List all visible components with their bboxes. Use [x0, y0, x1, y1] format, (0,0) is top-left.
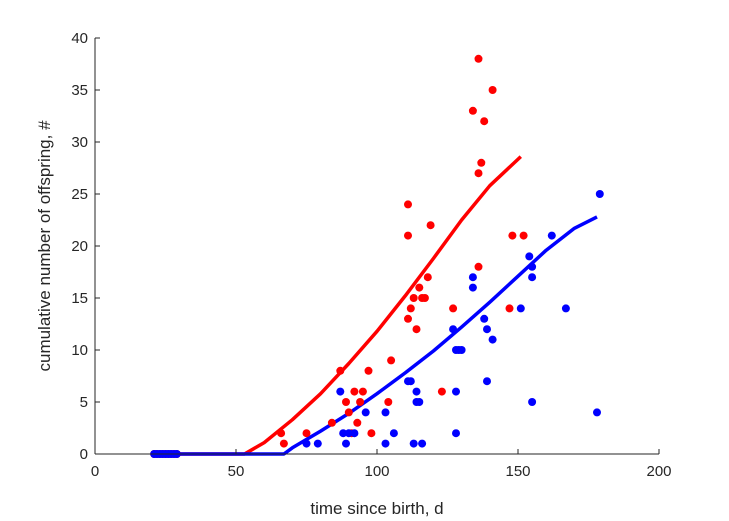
data-point-2: [528, 398, 537, 406]
data-point-1: [420, 294, 429, 302]
data-point-2: [452, 387, 460, 396]
y-tick-label: 20: [71, 238, 88, 255]
data-point-2: [547, 231, 556, 240]
data-point-1: [415, 283, 424, 292]
data-point-2: [389, 429, 398, 438]
data-point-1: [412, 325, 421, 334]
plot-area: [150, 54, 604, 458]
data-point-1: [474, 169, 483, 178]
y-tick-label: 25: [71, 186, 88, 203]
data-point-2: [528, 262, 537, 271]
x-tick-label: 100: [364, 463, 389, 480]
axes: 0 50 100 150 200 0 5 10 15 20 25 30 35 40: [71, 30, 671, 480]
data-point-1: [426, 221, 435, 230]
data-point-2: [412, 387, 421, 396]
data-point-2: [452, 429, 460, 438]
data-point-2: [483, 377, 491, 386]
x-tick-label: 50: [228, 463, 245, 480]
data-point-2: [350, 429, 359, 438]
data-point-2: [313, 439, 322, 448]
y-tick-label: 15: [71, 290, 88, 307]
data-point-2: [525, 252, 534, 261]
data-point-1: [409, 294, 418, 302]
data-point-1: [437, 387, 446, 396]
data-point-2: [415, 398, 424, 406]
data-point-2: [516, 304, 525, 313]
data-point-2: [381, 439, 390, 448]
data-point-1: [279, 439, 288, 448]
data-point-2: [409, 439, 418, 448]
data-point-1: [449, 304, 458, 313]
data-point-2: [561, 304, 570, 313]
y-axis-label: cumulative number of offspring, #: [35, 120, 54, 372]
data-point-2: [342, 439, 350, 448]
data-point-1: [474, 54, 483, 63]
data-point-1: [353, 418, 362, 427]
data-point-1: [358, 387, 367, 396]
y-ticks: 0 5 10 15 20 25 30 35 40: [71, 30, 100, 463]
data-point-1: [505, 304, 514, 313]
data-point-1: [364, 366, 373, 375]
data-point-2: [418, 439, 427, 448]
data-point-1: [404, 231, 412, 240]
data-point-2: [302, 439, 311, 448]
data-point-2: [406, 377, 415, 386]
fit-line-1: [151, 155, 522, 456]
data-point-1: [488, 86, 497, 94]
x-tick-label: 150: [505, 463, 530, 480]
data-point-1: [302, 429, 311, 438]
data-point-2: [381, 408, 390, 417]
x-ticks: 0 50 100 150 200: [91, 449, 672, 480]
data-point-2: [483, 325, 491, 334]
data-point-2: [595, 190, 604, 198]
x-tick-label: 0: [91, 463, 99, 480]
data-point-2: [468, 273, 477, 282]
data-point-1: [277, 429, 286, 438]
data-point-1: [404, 314, 412, 323]
data-point-1: [367, 429, 376, 438]
x-tick-label: 200: [646, 463, 671, 480]
data-point-1: [327, 418, 336, 427]
data-point-2: [468, 283, 477, 292]
data-point-2: [488, 335, 497, 344]
data-point-2: [593, 408, 601, 417]
y-tick-label: 40: [71, 30, 88, 47]
data-point-1: [342, 398, 350, 406]
data-point-1: [387, 356, 396, 365]
data-point-2: [480, 314, 489, 323]
data-point-1: [356, 398, 365, 406]
data-point-2: [336, 387, 345, 396]
data-point-1: [384, 398, 393, 406]
data-point-2: [449, 325, 458, 334]
data-point-1: [474, 262, 483, 271]
data-point-1: [406, 304, 415, 313]
data-point-1: [344, 408, 353, 417]
data-point-1: [477, 158, 486, 167]
data-point-1: [423, 273, 432, 282]
data-point-1: [480, 117, 489, 126]
data-point-2: [339, 429, 348, 438]
data-point-1: [350, 387, 359, 396]
data-point-2: [457, 346, 466, 354]
data-point-1: [519, 231, 528, 240]
data-point-2: [344, 429, 353, 438]
data-point-1: [468, 106, 477, 115]
data-point-2: [361, 408, 370, 417]
y-tick-label: 10: [71, 342, 88, 359]
y-tick-label: 0: [80, 446, 88, 463]
data-point-1: [404, 200, 412, 209]
y-tick-label: 5: [80, 394, 88, 411]
data-point-2: [528, 273, 537, 282]
y-tick-label: 35: [71, 82, 88, 99]
data-point-1: [508, 231, 517, 240]
data-point-1: [336, 366, 345, 375]
y-tick-label: 30: [71, 134, 88, 151]
x-axis-label: time since birth, d: [310, 499, 443, 518]
